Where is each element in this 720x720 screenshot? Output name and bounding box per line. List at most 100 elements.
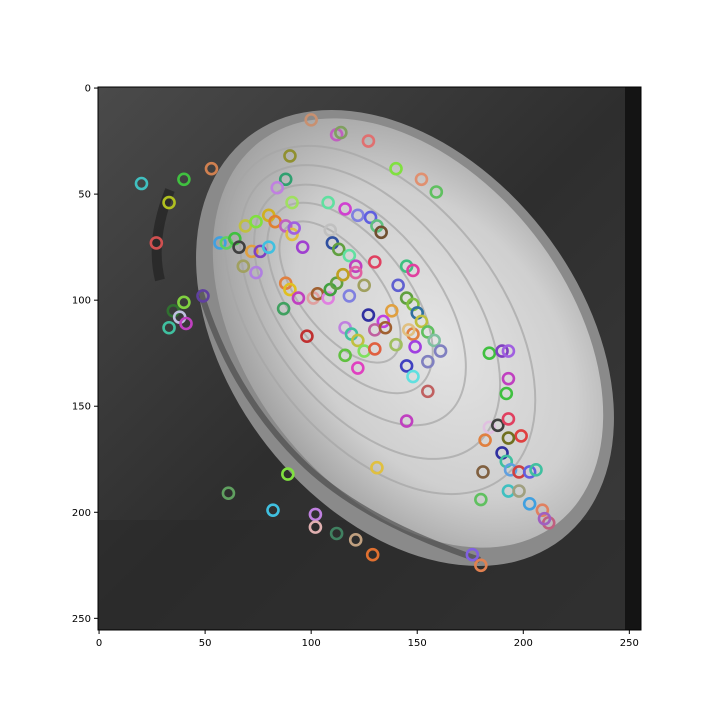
y-tick-label: 100	[72, 296, 91, 307]
keypoint-marker	[329, 526, 344, 541]
keypoint-marker	[429, 185, 444, 199]
keypoint-marker	[363, 210, 378, 225]
keypoint-marker	[512, 484, 526, 498]
keypoint-marker	[421, 384, 435, 399]
keypoint-marker	[266, 503, 280, 517]
keypoint-marker	[482, 346, 497, 360]
keypoint-markers	[134, 113, 556, 573]
keypoint-marker	[321, 195, 335, 210]
keypoint-marker	[370, 460, 384, 475]
keypoint-marker	[414, 314, 429, 329]
keypoint-marker	[304, 113, 318, 127]
keypoint-marker	[374, 225, 388, 240]
keypoint-marker	[334, 125, 348, 140]
keypoint-marker	[522, 496, 537, 511]
keypoint-marker	[278, 219, 293, 233]
keypoint-marker	[391, 278, 405, 293]
keypoint-marker	[501, 344, 516, 358]
keypoint-marker	[179, 316, 193, 331]
keypoint-marker	[329, 276, 344, 291]
keypoint-marker	[401, 323, 416, 337]
keypoint-marker	[414, 172, 429, 187]
keypoint-marker	[535, 503, 550, 517]
keypoint-marker	[351, 208, 365, 223]
keypoint-marker	[501, 371, 516, 386]
keypoint-marker	[389, 161, 403, 176]
keypoint-marker	[281, 467, 295, 481]
keypoint-marker	[478, 433, 492, 447]
keypoint-marker	[177, 172, 191, 187]
keypoint-marker	[406, 369, 420, 384]
shell-inner-shadow	[197, 289, 481, 563]
y-tick-label: 150	[72, 402, 91, 413]
keypoint-marker	[499, 386, 514, 401]
keypoint-marker	[376, 314, 391, 329]
keypoint-marker	[465, 547, 480, 562]
x-tick-label: 0	[96, 638, 102, 649]
keypoint-marker	[368, 255, 382, 269]
keypoint-marker	[368, 342, 382, 356]
keypoint-marker	[421, 325, 435, 339]
keypoint-marker	[427, 333, 441, 348]
keypoint-marker	[514, 429, 528, 443]
x-tick-label: 150	[408, 638, 427, 649]
y-axis: 0 50 100 150 200 250	[72, 84, 98, 625]
keypoint-marker	[300, 329, 314, 344]
keypoint-marker	[482, 420, 497, 435]
keypoint-marker	[351, 361, 365, 375]
keypoint-marker	[291, 291, 306, 305]
keypoint-marker	[278, 172, 293, 187]
keypoint-marker	[236, 259, 251, 274]
keypoint-marker	[285, 227, 299, 242]
y-tick-label: 200	[72, 508, 91, 519]
keypoint-marker	[342, 289, 357, 303]
keypoint-marker	[295, 240, 310, 254]
keypoint-marker	[384, 303, 399, 318]
x-tick-label: 50	[199, 638, 212, 649]
y-tick-label: 0	[85, 84, 91, 95]
keypoint-marker	[276, 301, 291, 316]
keypoint-marker	[474, 492, 488, 507]
keypoint-marker	[232, 240, 246, 254]
keypoint-marker	[162, 195, 176, 210]
keypoint-marker	[308, 507, 323, 522]
keypoint-marker	[177, 295, 191, 310]
x-axis: 0 50 100 150 200 250	[96, 630, 639, 649]
x-tick-label: 250	[620, 638, 639, 649]
keypoint-marker	[474, 558, 488, 573]
keypoint-marker	[249, 214, 263, 229]
keypoint-marker	[270, 180, 285, 195]
keypoint-marker	[338, 202, 352, 216]
keypoint-marker	[348, 259, 363, 274]
x-tick-label: 200	[514, 638, 533, 649]
y-tick-label: 50	[78, 190, 91, 201]
keypoint-marker	[406, 263, 420, 278]
keypoint-marker	[433, 344, 448, 358]
shell-ridges	[223, 144, 537, 496]
keypoint-marker	[323, 223, 338, 237]
keypoint-marker	[365, 547, 380, 562]
keypoint-marker	[149, 236, 164, 250]
keypoint-marker	[357, 278, 371, 293]
y-tick-label: 250	[72, 614, 91, 625]
keypoint-marker	[522, 465, 537, 479]
keypoint-marker	[204, 161, 219, 176]
keypoint-marker	[348, 265, 363, 280]
keypoint-marker	[408, 340, 422, 354]
x-tick-label: 100	[302, 638, 321, 649]
keypoint-marker	[348, 533, 363, 547]
keypoint-marker	[308, 520, 323, 534]
keypoint-marker	[491, 418, 505, 433]
keypoint-marker	[389, 337, 403, 352]
keypoint-marker	[338, 348, 352, 363]
keypoint-marker	[321, 291, 335, 305]
keypoint-marker	[537, 511, 552, 526]
keypoint-marker	[221, 486, 236, 500]
keypoint-marker	[249, 265, 263, 280]
keypoint-marker	[283, 149, 297, 163]
keypoint-marker	[331, 242, 346, 257]
keypoint-marker	[529, 463, 543, 477]
keypoint-marker	[495, 344, 509, 358]
axes-frame	[97, 86, 642, 631]
